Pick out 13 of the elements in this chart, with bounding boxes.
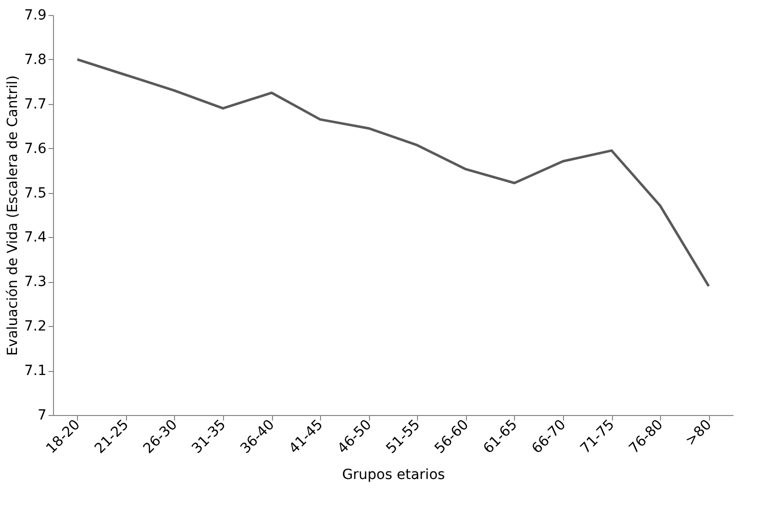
y-tick-label: 7.3 — [24, 274, 46, 290]
y-tick-label: 7.1 — [24, 363, 46, 380]
y-tick-label: 7.2 — [24, 318, 46, 335]
y-tick-label: 7.9 — [24, 8, 46, 24]
y-tick-label: 7.7 — [24, 96, 46, 112]
y-tick-label: 7.8 — [24, 52, 46, 68]
line-series — [76, 58, 710, 288]
y-tick-label: 7.6 — [24, 140, 47, 157]
y-tick-label: 7.4 — [24, 230, 47, 246]
x-axis-title: Grupos etarios — [342, 467, 445, 484]
y-axis-title: Evaluación de Vida (Escalera de Cantril) — [5, 75, 22, 356]
y-tick-label: 7.5 — [24, 185, 46, 202]
y-tick-label: 7 — [38, 408, 46, 424]
